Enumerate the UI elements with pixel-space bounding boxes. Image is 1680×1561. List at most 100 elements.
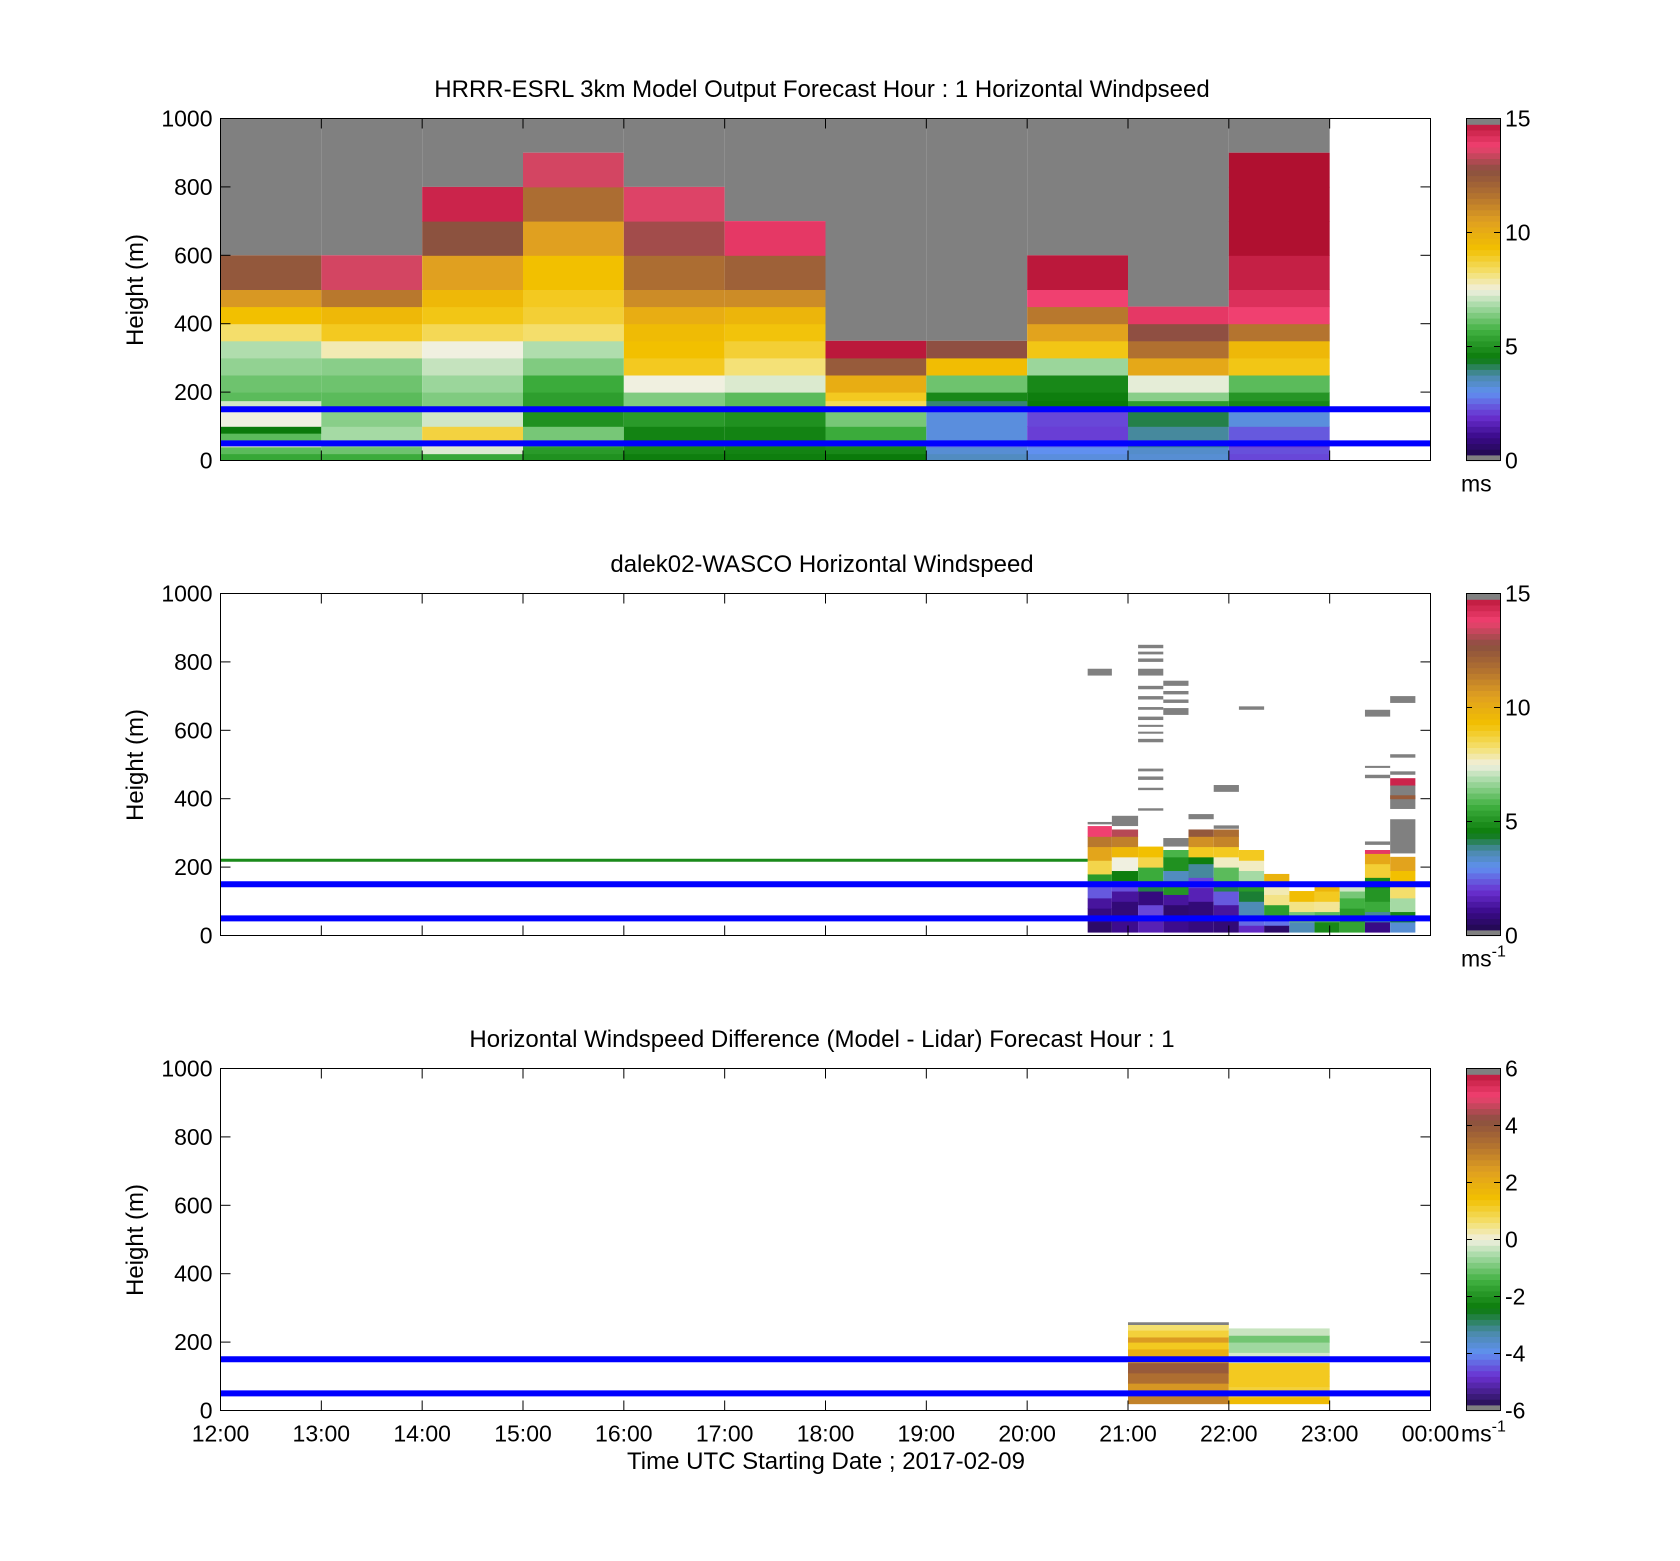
heatmap-cell: [1364, 901, 1391, 913]
heatmap-cell: [1111, 870, 1139, 882]
colorbar-segment: [1466, 192, 1500, 199]
heatmap-cell: [1228, 289, 1330, 308]
heatmap-cell: [1138, 856, 1164, 868]
colorbar-segment: [1466, 437, 1500, 444]
colorbar-segment: [1466, 1382, 1500, 1389]
heatmap-cell: [422, 186, 523, 222]
heatmap-cell: [1228, 1342, 1330, 1353]
heatmap-cell: [220, 323, 322, 342]
colorbar-segment: [1466, 375, 1500, 382]
colorbar-segment: [1466, 1154, 1500, 1161]
heatmap-cell: [1163, 870, 1189, 882]
colorbar-segment: [1466, 1216, 1500, 1223]
colorbar-segment: [1466, 215, 1500, 222]
heatmap-cell: [1314, 891, 1340, 902]
colorbar-segment: [1466, 1205, 1500, 1212]
colorbar-segment: [1466, 667, 1500, 674]
heatmap-cell: [1128, 426, 1229, 441]
colorbar-segment: [1466, 1285, 1500, 1292]
heatmap-cell: [1027, 357, 1128, 376]
y-axis-label: Height (m): [122, 709, 149, 821]
heatmap-cell: [623, 392, 725, 410]
colorbar-segment: [1466, 300, 1500, 308]
colorbar-segment: [1466, 1336, 1500, 1343]
missing-cell: [724, 118, 826, 222]
colorbar-segment: [1466, 1182, 1500, 1189]
heatmap-cell: [1228, 221, 1330, 256]
colorbar-segment: [1466, 1290, 1500, 1298]
colorbar-segment: [1466, 1199, 1500, 1206]
heatmap-cell: [1111, 891, 1139, 902]
heatmap-cell: [1238, 860, 1265, 872]
heatmap-cell: [1238, 925, 1265, 933]
missing-cell: [1138, 696, 1164, 700]
missing-cell: [1163, 690, 1189, 695]
colorbar-segment: [1466, 1131, 1500, 1138]
colorbar-segment: [1466, 850, 1500, 857]
heatmap-cell: [422, 323, 523, 342]
missing-cell: [1138, 651, 1164, 655]
colorbar-segment: [1466, 449, 1500, 456]
colorbar-segment: [1466, 1085, 1500, 1092]
heatmap-cell: [1364, 887, 1391, 902]
colorbar-segment: [1466, 912, 1500, 919]
heatmap-cell: [1228, 323, 1330, 342]
heatmap-cell: [1228, 1376, 1330, 1388]
heatmap-cell: [1238, 901, 1265, 916]
missing-cell: [825, 118, 927, 341]
heatmap-cell: [1390, 897, 1416, 913]
panel-lidar: dalek02-WASCO Horizontal Windspeed Heigh…: [122, 551, 1531, 972]
heatmap-cell: [220, 375, 322, 393]
colorbar-frame: [1466, 118, 1501, 461]
heatmap-cell: [1138, 867, 1164, 882]
heatmap-cell: [623, 186, 725, 222]
heatmap-cell: [623, 409, 725, 427]
y-tick-label: 0: [200, 448, 213, 474]
heatmap-cell: [1314, 901, 1340, 913]
colorbar-segment: [1466, 701, 1500, 709]
missing-cell: [422, 118, 523, 187]
x-tick-label: 00:00: [1402, 1421, 1460, 1447]
heatmap-cell: [623, 340, 725, 359]
missing-cell: [1390, 771, 1416, 775]
colorbar-segment: [1466, 272, 1500, 279]
heatmap-cell: [1213, 867, 1239, 882]
heatmap-cell: [1390, 795, 1416, 800]
heatmap-cell: [1027, 409, 1128, 427]
colorbar-segment: [1466, 295, 1500, 302]
colorbar-segment: [1466, 1228, 1500, 1235]
missing-cell: [1087, 821, 1112, 825]
heatmap-cell: [1027, 323, 1128, 342]
colorbar-segment: [1466, 312, 1500, 319]
missing-cell: [1364, 841, 1391, 845]
heatmap-cell: [1128, 1342, 1229, 1350]
heatmap-cell: [1087, 884, 1112, 899]
colorbar-segment: [1466, 758, 1500, 766]
colorbar-tick-label: -4: [1505, 1341, 1526, 1367]
heatmap-cell: [825, 453, 927, 461]
colorbar-segment: [1466, 380, 1500, 387]
colorbar-segment: [1466, 1193, 1500, 1201]
colorbar-segment: [1466, 764, 1500, 771]
colorbar-segment: [1466, 1097, 1500, 1104]
heatmap-cell: [825, 400, 927, 410]
heatmap-cell: [1390, 884, 1416, 899]
x-tick-label: 14:00: [393, 1421, 451, 1447]
panel-title: Horizontal Windspeed Difference (Model -…: [469, 1026, 1174, 1053]
y-tick-label: 1000: [161, 106, 212, 132]
heatmap-cell: [1188, 887, 1214, 902]
x-tick-label: 20:00: [998, 1421, 1056, 1447]
missing-cell: [1228, 118, 1330, 153]
heatmap-cell: [1238, 870, 1265, 882]
colorbar-segment: [1466, 255, 1500, 262]
missing-cell: [1138, 731, 1164, 734]
heatmap-cell: [825, 375, 927, 393]
colorbar-segment: [1466, 707, 1500, 714]
missing-cell: [1138, 768, 1164, 772]
colorbar-segment: [1466, 403, 1500, 410]
colorbar-unit: ms-1: [1461, 944, 1506, 972]
heatmap-cell: [1213, 829, 1239, 837]
heatmap-cell: [724, 357, 826, 376]
heatmap-cell: [422, 392, 523, 410]
missing-cell: [1163, 838, 1189, 847]
